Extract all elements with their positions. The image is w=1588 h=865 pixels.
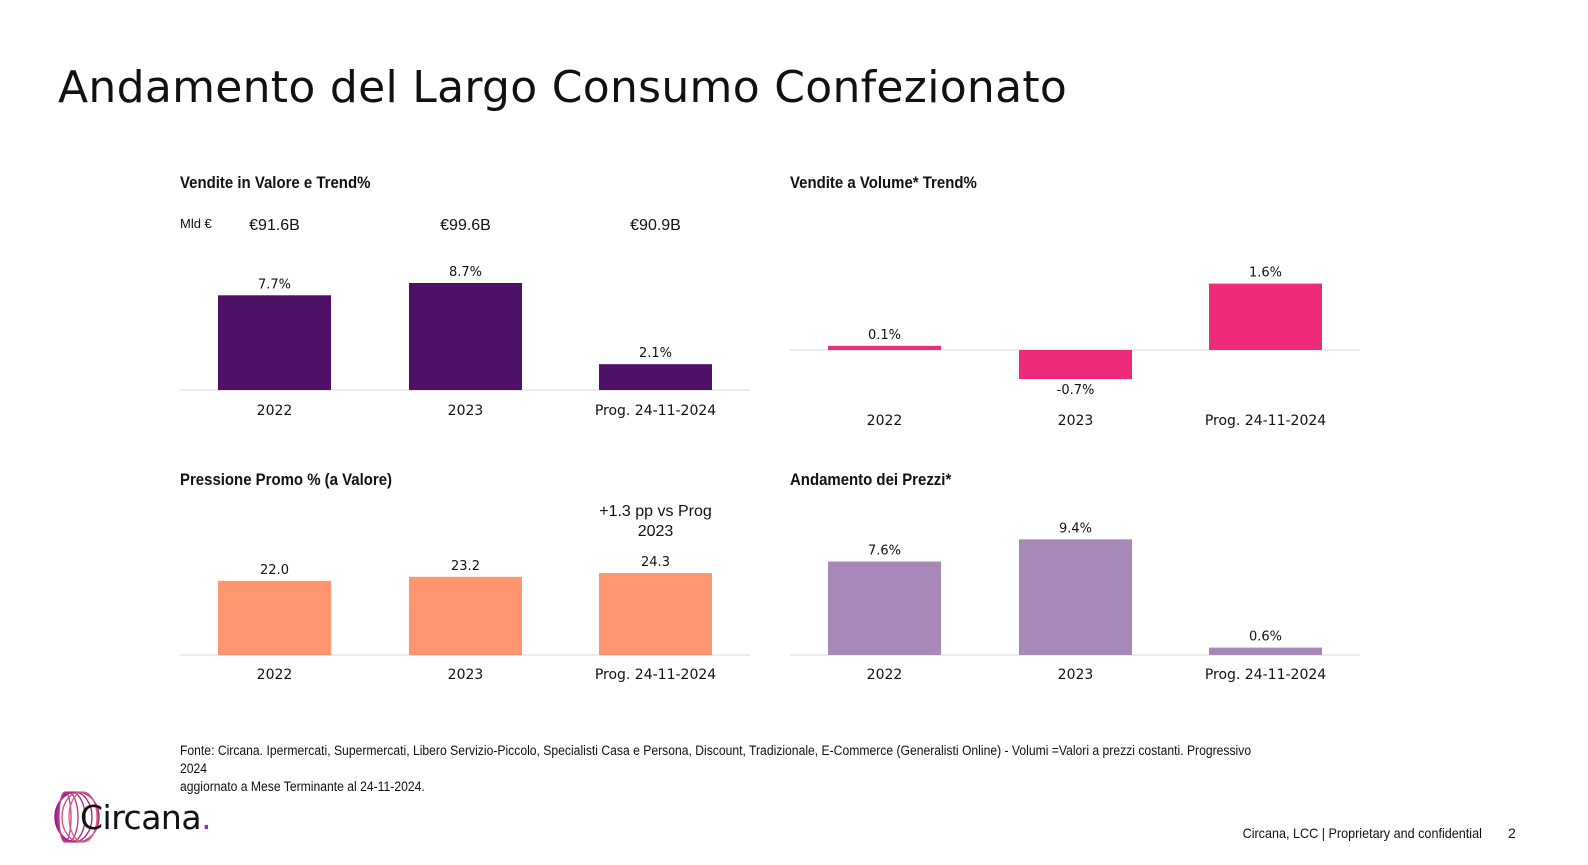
circana-logo: Circana. — [52, 790, 212, 844]
pressione-promo-category-label: Prog. 24-11-2024 — [595, 667, 716, 683]
andamento-prezzi-data-label: 0.6% — [1249, 630, 1282, 645]
pressione-promo-bar-2022 — [218, 580, 331, 655]
vendite-volume-data-label: -0.7% — [1057, 383, 1095, 398]
footnote-line-2: aggiornato a Mese Terminante al 24-11-20… — [180, 779, 425, 794]
vendite-valore-bar-2022 — [218, 295, 331, 390]
vendite-volume-bar-prog-24-11-2024 — [1209, 283, 1322, 350]
pressione-promo-annotation-line: +1.3 pp vs Prog — [599, 503, 712, 520]
vendite-valore-data-label: 2.1% — [639, 346, 672, 361]
andamento-prezzi-category-label: 2023 — [1058, 667, 1094, 683]
footnote-line-1: Fonte: Circana. Ipermercati, Supermercat… — [180, 743, 1252, 776]
pressione-promo-category-label: 2022 — [257, 667, 293, 683]
vendite-valore-category-label: Prog. 24-11-2024 — [595, 403, 716, 419]
vendite-valore-total-value: €99.6B — [440, 217, 491, 234]
vendite-valore-total-value: €90.9B — [630, 217, 681, 234]
vendite-valore-unit-label: Mld € — [180, 216, 213, 231]
vendite-valore-category-label: 2022 — [257, 403, 293, 419]
vendite-valore-bar-2023 — [409, 282, 522, 390]
pressione-promo-data-label: 24.3 — [641, 555, 670, 570]
vendite-valore-total-value: €91.6B — [249, 217, 300, 234]
pressione-promo-category-label: 2023 — [448, 667, 484, 683]
pressione-promo-data-label: 23.2 — [451, 559, 480, 574]
andamento-prezzi-bar-2023 — [1019, 539, 1132, 655]
chart-title-vendite-valore: Vendite in Valore e Trend% — [180, 173, 371, 192]
vendite-valore-data-label: 7.7% — [258, 277, 291, 292]
andamento-prezzi-category-label: Prog. 24-11-2024 — [1205, 667, 1326, 683]
vendite-valore-data-label: 8.7% — [449, 265, 482, 280]
andamento-prezzi-data-label: 9.4% — [1059, 521, 1092, 536]
circana-logo-icon — [54, 791, 100, 843]
andamento-prezzi-category-label: 2022 — [867, 667, 903, 683]
andamento-prezzi-bar-2022 — [828, 561, 941, 655]
andamento-prezzi-data-label: 7.6% — [868, 544, 901, 559]
pressione-promo-bar-prog-24-11-2024 — [599, 573, 712, 655]
pressione-promo-bar-2023 — [409, 576, 522, 655]
vendite-volume-data-label: 0.1% — [868, 328, 901, 343]
vendite-volume-bar-2023 — [1019, 350, 1132, 380]
vendite-valore-bar-prog-24-11-2024 — [599, 364, 712, 390]
slide-title: Andamento del Largo Consumo Confezionato — [58, 62, 1068, 113]
vendite-volume-category-label: Prog. 24-11-2024 — [1205, 413, 1326, 429]
logo-wordmark: Circana. — [80, 797, 212, 837]
vendite-volume-category-label: 2023 — [1058, 413, 1094, 429]
vendite-volume-bar-2022 — [828, 345, 941, 350]
page-number: 2 — [1508, 825, 1516, 841]
andamento-prezzi-bar-prog-24-11-2024 — [1209, 647, 1322, 655]
footer-confidential: Circana, LCC | Proprietary and confident… — [1242, 825, 1482, 841]
vendite-volume-data-label: 1.6% — [1249, 266, 1282, 281]
pressione-promo-annotation-line: 2023 — [638, 523, 674, 540]
vendite-volume-category-label: 2022 — [867, 413, 903, 429]
chart-title-pressione-promo: Pressione Promo % (a Valore) — [180, 470, 393, 489]
chart-title-vendite-volume: Vendite a Volume* Trend% — [790, 173, 977, 192]
pressione-promo-data-label: 22.0 — [260, 563, 289, 578]
vendite-valore-category-label: 2023 — [448, 403, 484, 419]
chart-title-andamento-prezzi: Andamento dei Prezzi* — [790, 470, 952, 489]
source-footnote: Fonte: Circana. Ipermercati, Supermercat… — [180, 742, 1260, 796]
